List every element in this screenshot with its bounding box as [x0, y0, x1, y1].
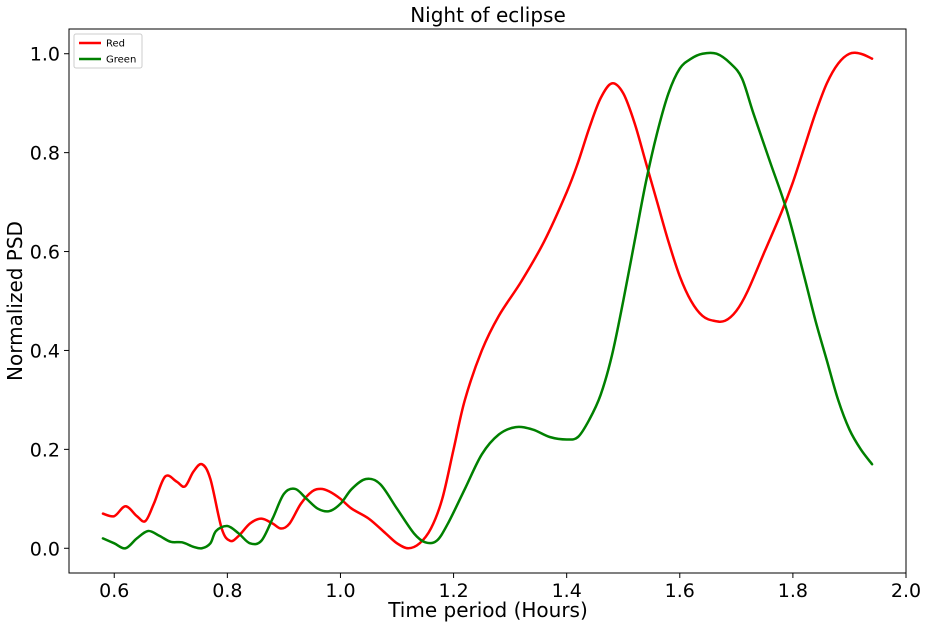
plot-area: [68, 28, 907, 574]
x-axis: 0.6 0.8 1.0 1.2 1.4 1.6 1.8 2.0: [99, 573, 921, 602]
y-tick-label: 0.2: [30, 439, 60, 461]
y-axis: 0.0 0.2 0.4 0.6 0.8 1.0: [30, 44, 69, 560]
x-tick-label: 1.2: [438, 580, 468, 602]
legend-label-red: Red: [106, 39, 125, 50]
y-tick-label: 0.6: [30, 242, 60, 264]
chart-title: Night of eclipse: [410, 3, 566, 27]
series-line-red: [101, 51, 874, 550]
y-tick-label: 1.0: [30, 44, 60, 66]
plot-frame: [68, 28, 907, 574]
x-axis-title: Time period (Hours): [387, 598, 588, 622]
x-tick-label: 1.4: [552, 580, 582, 602]
series-layer: [101, 51, 874, 550]
x-tick-label: 2.0: [891, 580, 921, 602]
y-tick-label: 0.8: [30, 143, 60, 165]
legend: Red Green: [73, 33, 143, 69]
legend-label-green: Green: [106, 55, 136, 66]
y-tick-label: 0.4: [30, 340, 60, 362]
x-tick-label: 1.0: [325, 580, 355, 602]
x-tick-label: 1.6: [665, 580, 695, 602]
x-tick-label: 0.6: [99, 580, 129, 602]
y-tick-label: 0.0: [30, 538, 60, 560]
series-line-green: [101, 51, 874, 550]
x-tick-label: 0.8: [212, 580, 242, 602]
y-axis-title: Normalized PSD: [3, 221, 27, 381]
x-tick-label: 1.8: [778, 580, 808, 602]
